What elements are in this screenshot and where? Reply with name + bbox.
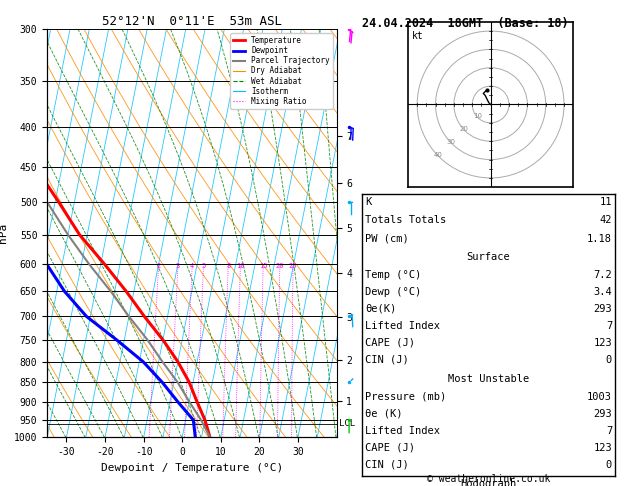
Text: 3: 3 xyxy=(176,263,180,269)
Text: 3.4: 3.4 xyxy=(593,287,612,297)
Text: 15: 15 xyxy=(259,263,267,269)
Text: 30: 30 xyxy=(447,139,455,145)
X-axis label: Dewpoint / Temperature (°C): Dewpoint / Temperature (°C) xyxy=(101,463,283,473)
Text: CIN (J): CIN (J) xyxy=(365,355,409,364)
Text: 293: 293 xyxy=(593,304,612,314)
Legend: Temperature, Dewpoint, Parcel Trajectory, Dry Adiabat, Wet Adiabat, Isotherm, Mi: Temperature, Dewpoint, Parcel Trajectory… xyxy=(230,33,333,109)
Text: 24.04.2024  18GMT  (Base: 18): 24.04.2024 18GMT (Base: 18) xyxy=(362,17,568,30)
Text: Dewp (°C): Dewp (°C) xyxy=(365,287,421,297)
Text: 42: 42 xyxy=(599,215,612,226)
Text: 7: 7 xyxy=(606,426,612,435)
Text: 2: 2 xyxy=(157,263,161,269)
Text: Totals Totals: Totals Totals xyxy=(365,215,446,226)
Text: 11: 11 xyxy=(599,197,612,207)
Text: 1003: 1003 xyxy=(587,392,612,402)
Text: 10: 10 xyxy=(237,263,245,269)
Text: Temp (°C): Temp (°C) xyxy=(365,270,421,280)
Text: 20: 20 xyxy=(276,263,284,269)
Text: © weatheronline.co.uk: © weatheronline.co.uk xyxy=(426,473,550,484)
Text: Most Unstable: Most Unstable xyxy=(448,374,529,384)
Y-axis label: km
ASL: km ASL xyxy=(369,233,386,255)
Text: 1.18: 1.18 xyxy=(587,234,612,244)
Text: PW (cm): PW (cm) xyxy=(365,234,409,244)
Text: 0: 0 xyxy=(606,460,612,469)
Text: 293: 293 xyxy=(593,409,612,418)
Text: Surface: Surface xyxy=(467,252,510,262)
Text: Pressure (mb): Pressure (mb) xyxy=(365,392,446,402)
Text: Lifted Index: Lifted Index xyxy=(365,321,440,331)
Text: Lifted Index: Lifted Index xyxy=(365,426,440,435)
Text: 4: 4 xyxy=(190,263,194,269)
Text: 0: 0 xyxy=(606,355,612,364)
Text: θe(K): θe(K) xyxy=(365,304,396,314)
Text: Hodograph: Hodograph xyxy=(460,479,516,486)
Y-axis label: hPa: hPa xyxy=(0,223,8,243)
Title: 52°12'N  0°11'E  53m ASL: 52°12'N 0°11'E 53m ASL xyxy=(102,15,282,28)
Text: 123: 123 xyxy=(593,443,612,452)
Text: 5: 5 xyxy=(201,263,206,269)
Text: 7.2: 7.2 xyxy=(593,270,612,280)
Text: 7: 7 xyxy=(606,321,612,331)
Text: CAPE (J): CAPE (J) xyxy=(365,338,415,348)
Text: 8: 8 xyxy=(226,263,230,269)
Text: LCL: LCL xyxy=(340,419,355,428)
Text: 10: 10 xyxy=(473,113,482,119)
Text: θe (K): θe (K) xyxy=(365,409,403,418)
Text: CIN (J): CIN (J) xyxy=(365,460,409,469)
Text: K: K xyxy=(365,197,371,207)
Text: CAPE (J): CAPE (J) xyxy=(365,443,415,452)
Text: kt: kt xyxy=(411,31,423,41)
Text: 25: 25 xyxy=(289,263,298,269)
Text: 123: 123 xyxy=(593,338,612,348)
Text: 20: 20 xyxy=(460,126,469,132)
Text: 40: 40 xyxy=(433,153,442,158)
